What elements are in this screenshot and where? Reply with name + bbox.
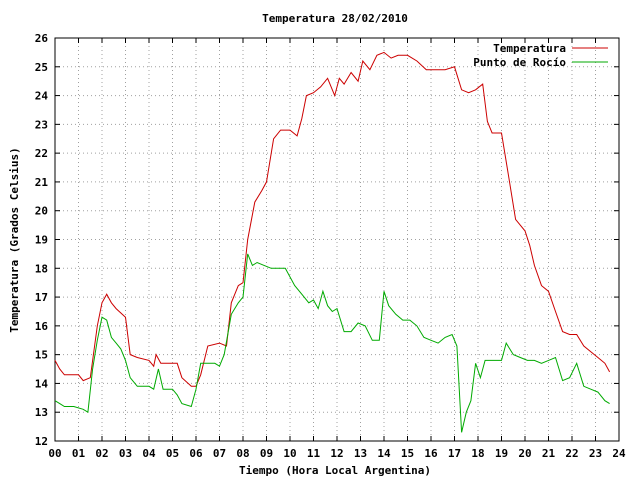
x-tick-label: 07 [213, 447, 226, 460]
x-tick-label: 17 [448, 447, 461, 460]
x-axis-label: Tiempo (Hora Local Argentina) [239, 464, 431, 477]
y-tick-label: 23 [35, 118, 48, 131]
x-tick-label: 14 [377, 447, 391, 460]
legend-label-temperatura: Temperatura [493, 42, 566, 55]
x-tick-label: 01 [72, 447, 86, 460]
y-tick-label: 26 [35, 32, 49, 45]
y-tick-label: 12 [35, 435, 48, 448]
x-tick-label: 15 [401, 447, 414, 460]
grid-lines [55, 38, 619, 441]
y-tick-label: 19 [35, 234, 48, 247]
x-tick-label: 22 [565, 447, 578, 460]
x-tick-label: 23 [589, 447, 602, 460]
x-tick-label: 05 [166, 447, 179, 460]
x-tick-label: 09 [260, 447, 273, 460]
x-tick-label: 13 [354, 447, 367, 460]
y-tick-label: 17 [35, 291, 48, 304]
x-tick-label: 21 [542, 447, 556, 460]
chart-title: Temperatura 28/02/2010 [262, 12, 408, 25]
x-tick-label: 18 [471, 447, 484, 460]
x-tick-label: 03 [119, 447, 132, 460]
y-tick-label: 13 [35, 406, 48, 419]
legend: Temperatura Punto de Rocío [473, 42, 608, 69]
y-tick-label: 21 [35, 176, 49, 189]
x-tick-label: 11 [307, 447, 321, 460]
x-tick-label: 00 [48, 447, 61, 460]
series-line-temperatura [54, 51, 611, 387]
x-tick-label: 04 [142, 447, 156, 460]
x-tick-label: 02 [95, 447, 108, 460]
y-tick-label: 24 [35, 90, 49, 103]
y-tick-label: 20 [35, 205, 48, 218]
x-tick-label: 12 [330, 447, 343, 460]
y-tick-label: 25 [35, 61, 48, 74]
y-tick-label: 15 [35, 349, 48, 362]
x-tick-label: 10 [283, 447, 296, 460]
x-tick-label: 06 [189, 447, 203, 460]
axis-ticks: 00 01 02 03 04 05 06 07 08 09 10 11 12 13 14 15 16 17 18 19… [35, 32, 626, 460]
y-tick-label: 22 [35, 147, 48, 160]
x-tick-label: 24 [612, 447, 626, 460]
x-tick-label: 19 [495, 447, 508, 460]
x-tick-label: 16 [424, 447, 438, 460]
legend-label-punto-de-rocio: Punto de Rocío [473, 56, 566, 69]
series-layer [54, 51, 611, 433]
y-tick-label: 18 [35, 262, 48, 275]
y-tick-label: 14 [35, 377, 49, 390]
y-axis-label: Temperatura (Grados Celsius) [8, 147, 21, 332]
series-line-punto-de-rocio [54, 253, 610, 433]
x-tick-label: 08 [236, 447, 249, 460]
y-tick-label: 16 [35, 320, 49, 333]
x-tick-label: 20 [518, 447, 531, 460]
